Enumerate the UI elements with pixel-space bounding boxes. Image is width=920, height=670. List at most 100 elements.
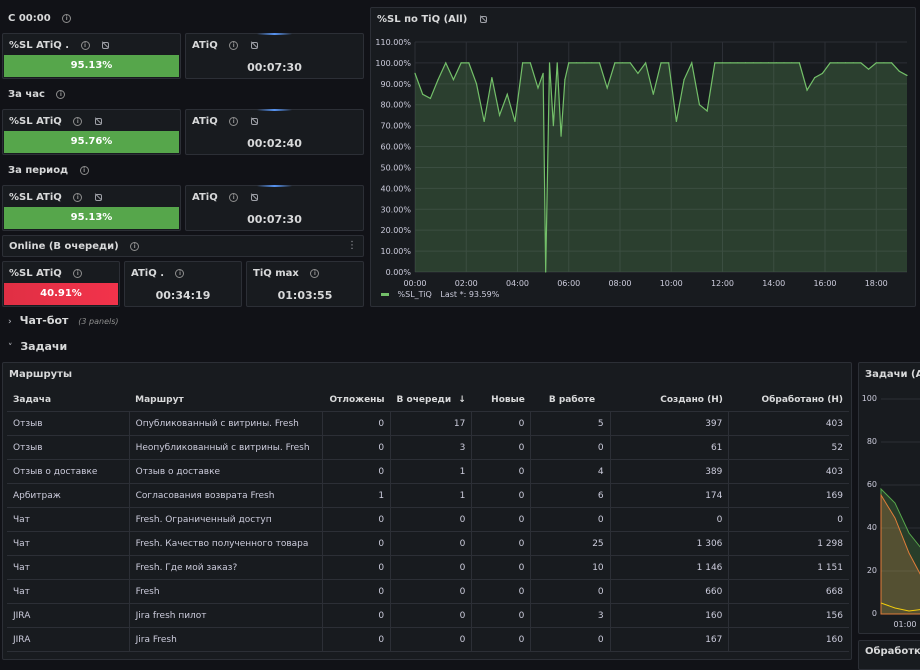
info-icon[interactable]: i xyxy=(175,268,185,278)
table-row[interactable]: Отзыв Неопубликованный с витрины. Fresh 0 3… xyxy=(7,435,849,460)
stat-atiq-last-hour[interactable]: ATiQ i 00:02:40 xyxy=(185,109,364,155)
table-row[interactable]: Чат Fresh. Где мой заказ? 0 0 0 10 1 146 1 151 xyxy=(7,555,849,580)
data-point xyxy=(468,62,470,64)
table-cell: 403 xyxy=(728,411,849,436)
table-row[interactable]: Отзыв Опубликованный с витрины. Fresh 0 17 0… xyxy=(7,411,849,436)
info-icon[interactable]: i xyxy=(62,13,72,23)
timeseries-sl-tiq-panel[interactable]: %SL по TiQ (All) 0.00% 10.00% 20.00% 30.00%… xyxy=(370,7,916,307)
column-header-created[interactable]: Создано (Н) xyxy=(610,389,729,412)
timeseries-title-label: %SL по TiQ (All) xyxy=(377,14,468,25)
timeseries-chart[interactable]: 0.00% 10.00% 20.00% 30.00% 40.00% 50.00% 60.00… xyxy=(371,28,917,308)
row-header-tasks[interactable]: ˅ Задачи xyxy=(8,340,67,353)
data-point xyxy=(814,76,816,79)
table-cell: 0 xyxy=(471,531,532,556)
data-point xyxy=(522,62,524,64)
column-header-processed[interactable]: Обработано (Н) xyxy=(728,389,849,412)
column-header-task[interactable]: Задача xyxy=(7,389,130,412)
stat-title: ATiQ i xyxy=(192,40,258,51)
column-header-in-queue[interactable]: В очереди ↓ xyxy=(390,389,472,412)
info-icon[interactable]: i xyxy=(73,192,83,202)
tasks-chart[interactable]: 100 80 60 40 20 0 01:00 xyxy=(859,383,920,634)
stat-title: %SL ATiQ i xyxy=(9,268,83,279)
link-icon[interactable] xyxy=(479,15,487,23)
stat-title: %SL ATiQ i xyxy=(9,192,102,203)
table-row[interactable]: Отзыв о доставке Отзыв о доставке 0 1 0 4 389 4… xyxy=(7,459,849,484)
link-icon[interactable] xyxy=(250,41,258,49)
table-cell: 0 xyxy=(471,411,532,436)
table-cell: Неопубликованный с витрины. Fresh xyxy=(129,435,324,460)
table-cell: Отзыв о доставке xyxy=(7,459,130,484)
stat-atiq-period[interactable]: ATiQ i 00:07:30 xyxy=(185,185,364,231)
online-header-panel[interactable]: Online (В очереди) i ⋮ xyxy=(2,235,364,257)
y-tick-label: 40 xyxy=(867,523,877,532)
table-row[interactable]: JIRA Jira Fresh 0 0 0 0 167 160 xyxy=(7,627,849,652)
data-point xyxy=(891,62,893,64)
table-cell: 17 xyxy=(390,411,473,436)
group-title-since-midnight-label: С 00:00 xyxy=(8,13,51,24)
info-icon[interactable]: i xyxy=(229,192,239,202)
routes-table-panel[interactable]: Маршруты Задача Маршрут Отложены В очере… xyxy=(2,362,852,660)
info-icon[interactable]: i xyxy=(229,116,239,126)
x-tick-label: 01:00 xyxy=(893,620,916,629)
info-icon[interactable]: i xyxy=(130,241,140,251)
stat-sl-since-midnight[interactable]: %SL ATiQ . i 95.13% xyxy=(2,33,181,79)
link-icon[interactable] xyxy=(101,41,110,49)
column-header-new[interactable]: Новые xyxy=(471,389,531,412)
table-cell: 0 xyxy=(322,411,392,436)
link-icon[interactable] xyxy=(94,117,102,125)
link-icon[interactable] xyxy=(94,193,102,201)
stat-sl-last-hour[interactable]: %SL ATiQ i 95.76% xyxy=(2,109,181,155)
info-icon[interactable]: i xyxy=(73,116,83,126)
stat-value: 95.13% xyxy=(4,207,179,229)
data-point xyxy=(668,62,670,64)
table-row[interactable]: Арбитраж Согласования возврата Fresh 1 1 0 6 1… xyxy=(7,483,849,508)
stat-atiq-online[interactable]: ATiQ . i 00:34:19 xyxy=(124,261,242,307)
data-point xyxy=(729,62,731,64)
routes-table[interactable]: Задача Маршрут Отложены В очереди ↓ Новы… xyxy=(7,389,849,652)
stat-tiq-max-online[interactable]: TiQ max i 01:03:55 xyxy=(246,261,364,307)
info-icon[interactable]: i xyxy=(80,40,90,50)
data-point xyxy=(560,135,562,137)
data-point xyxy=(614,62,616,64)
series-area xyxy=(415,62,907,273)
x-tick-label: 08:00 xyxy=(608,279,631,288)
column-header-route[interactable]: Маршрут xyxy=(129,389,323,412)
data-point xyxy=(548,62,551,64)
menu-icon[interactable]: ⋮ xyxy=(347,240,357,251)
column-header-in-progress[interactable]: В работе xyxy=(530,389,611,412)
stat-sl-period[interactable]: %SL ATiQ i 95.13% xyxy=(2,185,181,231)
data-point xyxy=(698,104,701,106)
y-tick-label: 20 xyxy=(867,566,877,575)
row-header-chatbot-label: Чат-бот xyxy=(19,314,69,327)
timeseries-legend[interactable]: %SL_TiQ Last *: 93.59% xyxy=(381,290,499,299)
table-row[interactable]: JIRA Jira fresh пилот 0 0 0 3 160 156 xyxy=(7,603,849,628)
table-cell: 0 xyxy=(390,555,473,580)
link-icon[interactable] xyxy=(250,117,258,125)
info-icon[interactable]: i xyxy=(56,89,66,99)
info-icon[interactable]: i xyxy=(229,40,239,50)
processing-panel[interactable]: Обработка ч xyxy=(858,640,920,670)
info-icon[interactable]: i xyxy=(79,165,89,175)
stat-atiq-since-midnight[interactable]: ATiQ i 00:07:30 xyxy=(185,33,364,79)
table-cell: 0 xyxy=(728,507,849,532)
row-header-chatbot[interactable]: › Чат-бот (3 panels) xyxy=(8,314,119,327)
data-point xyxy=(506,93,508,95)
table-cell: 3 xyxy=(390,435,473,460)
link-icon[interactable] xyxy=(250,193,258,201)
series-line-yellow xyxy=(880,602,920,612)
column-header-postponed[interactable]: Отложены xyxy=(322,389,391,412)
data-point xyxy=(537,87,539,89)
table-cell: Fresh xyxy=(129,579,324,604)
table-cell: 0 xyxy=(530,507,611,532)
table-cell: 3 xyxy=(530,603,611,628)
table-row[interactable]: Чат Fresh 0 0 0 0 660 668 xyxy=(7,579,849,604)
info-icon[interactable]: i xyxy=(73,268,83,278)
table-row[interactable]: Чат Fresh. Ограниченный доступ 0 0 0 0 0 0 xyxy=(7,507,849,532)
info-icon[interactable]: i xyxy=(310,268,320,278)
data-point xyxy=(545,271,547,273)
x-tick-label: 04:00 xyxy=(506,279,529,288)
stat-sl-online[interactable]: %SL ATiQ i 40.91% xyxy=(2,261,120,307)
timeseries-title: %SL по TiQ (All) xyxy=(377,14,487,25)
tasks-chart-panel[interactable]: Задачи (All) 100 80 60 40 20 0 01:00 xyxy=(858,362,920,634)
table-row[interactable]: Чат Fresh. Качество полученного товара 0 0 0… xyxy=(7,531,849,556)
